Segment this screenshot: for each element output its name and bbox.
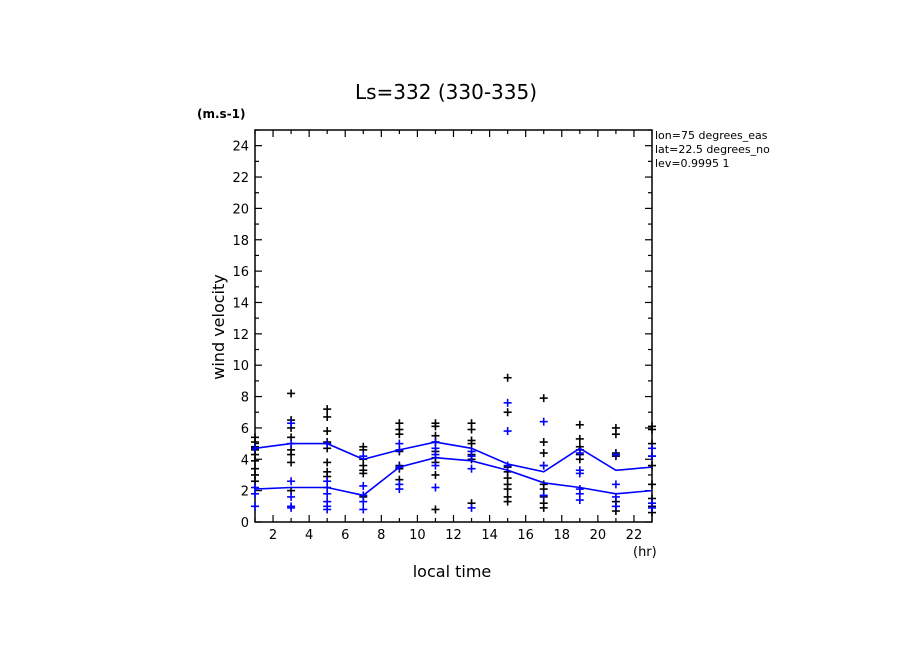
data-point-black bbox=[539, 438, 548, 447]
data-point-blue bbox=[287, 503, 296, 512]
y-tick-label: 22 bbox=[232, 171, 249, 186]
data-point-black bbox=[503, 408, 512, 417]
x-tick-label: 8 bbox=[377, 528, 385, 543]
data-point-blue bbox=[251, 489, 259, 498]
data-point-black bbox=[575, 420, 584, 429]
data-point-black bbox=[359, 469, 368, 478]
x-tick-label: 4 bbox=[305, 528, 313, 543]
x-axis-label: local time bbox=[413, 562, 492, 581]
data-point-blue bbox=[503, 461, 512, 470]
data-point-black bbox=[648, 480, 656, 489]
data-point-blue bbox=[575, 496, 584, 505]
data-point-black bbox=[431, 470, 440, 479]
y-tick-label: 14 bbox=[232, 296, 249, 311]
data-point-black bbox=[431, 422, 440, 431]
data-point-blue bbox=[611, 450, 620, 459]
data-point-blue bbox=[648, 503, 656, 512]
y-tick-label: 12 bbox=[232, 328, 249, 343]
data-point-black bbox=[395, 430, 404, 439]
data-point-black bbox=[503, 485, 512, 494]
data-point-blue bbox=[575, 469, 584, 478]
y-tick-label: 8 bbox=[241, 391, 249, 406]
data-point-black bbox=[611, 430, 620, 439]
data-point-blue bbox=[359, 497, 368, 506]
data-point-blue bbox=[539, 417, 548, 426]
y-tick-label: 20 bbox=[232, 202, 249, 217]
data-point-blue bbox=[431, 483, 440, 492]
data-point-black bbox=[539, 503, 548, 512]
data-point-black bbox=[575, 434, 584, 443]
data-point-black bbox=[287, 389, 296, 398]
y-tick-label: 0 bbox=[241, 516, 249, 531]
data-point-black bbox=[287, 450, 296, 459]
data-point-black bbox=[539, 449, 548, 458]
series-line-3 bbox=[254, 456, 653, 497]
info-line-lev: lev=0.9995 1 bbox=[655, 157, 730, 170]
series-line-2 bbox=[254, 441, 653, 473]
info-line-lat: lat=22.5 degrees_no bbox=[655, 143, 770, 156]
data-point-black bbox=[323, 458, 332, 467]
x-tick-label: 14 bbox=[481, 528, 498, 543]
data-point-blue bbox=[251, 502, 259, 511]
data-point-blue bbox=[611, 502, 620, 511]
x-tick-label: 10 bbox=[409, 528, 426, 543]
y-tick-label: 16 bbox=[232, 265, 249, 280]
data-point-blue bbox=[648, 452, 656, 461]
info-line-lon: lon=75 degrees_eas bbox=[655, 129, 768, 142]
x-tick-label: 16 bbox=[517, 528, 534, 543]
data-point-black bbox=[467, 425, 476, 434]
data-point-blue bbox=[323, 505, 332, 514]
data-point-blue bbox=[323, 489, 332, 498]
data-point-blue bbox=[395, 485, 404, 494]
y-tick-label: 18 bbox=[232, 234, 249, 249]
x-tick-label: 6 bbox=[341, 528, 349, 543]
data-point-blue bbox=[287, 492, 296, 501]
y-axis-label: wind velocity bbox=[209, 274, 228, 379]
data-point-black bbox=[467, 439, 476, 448]
data-point-blue bbox=[575, 449, 584, 458]
chart-title: Ls=332 (330-335) bbox=[355, 80, 537, 104]
data-point-blue bbox=[359, 481, 368, 490]
y-tick-label: 4 bbox=[241, 453, 249, 468]
data-point-black bbox=[251, 456, 259, 465]
data-point-blue bbox=[539, 461, 548, 470]
y-tick-label: 2 bbox=[241, 485, 249, 500]
data-point-blue bbox=[467, 452, 476, 461]
x-axis-unit: (hr) bbox=[633, 545, 657, 560]
data-point-blue bbox=[611, 480, 620, 489]
data-point-black bbox=[323, 427, 332, 436]
y-tick-label: 24 bbox=[232, 140, 249, 155]
plot-frame bbox=[254, 129, 653, 523]
data-point-black bbox=[323, 405, 332, 414]
x-tick-label: 2 bbox=[269, 528, 277, 543]
data-point-blue bbox=[359, 505, 368, 514]
data-point-blue bbox=[503, 427, 512, 436]
y-tick-label: 10 bbox=[232, 359, 249, 374]
data-point-blue bbox=[287, 419, 296, 428]
y-axis-unit: (m.s-1) bbox=[197, 107, 246, 121]
data-point-black bbox=[539, 394, 548, 403]
data-point-black bbox=[287, 458, 296, 467]
data-point-black bbox=[431, 505, 440, 514]
data-point-blue bbox=[648, 444, 656, 453]
y-tick-label: 6 bbox=[241, 422, 249, 437]
data-point-black bbox=[503, 373, 512, 382]
x-tick-label: 22 bbox=[626, 528, 643, 543]
data-point-black bbox=[648, 461, 656, 470]
x-tick-label: 12 bbox=[445, 528, 462, 543]
data-point-blue bbox=[503, 398, 512, 407]
data-point-black bbox=[323, 412, 332, 421]
data-point-black bbox=[648, 425, 656, 434]
data-point-blue bbox=[287, 477, 296, 486]
data-point-blue bbox=[431, 461, 440, 470]
x-tick-label: 18 bbox=[553, 528, 570, 543]
data-point-blue bbox=[467, 503, 476, 512]
data-point-blue bbox=[467, 464, 476, 473]
data-point-black bbox=[503, 497, 512, 506]
x-tick-label: 20 bbox=[590, 528, 607, 543]
data-point-blue bbox=[539, 491, 548, 500]
